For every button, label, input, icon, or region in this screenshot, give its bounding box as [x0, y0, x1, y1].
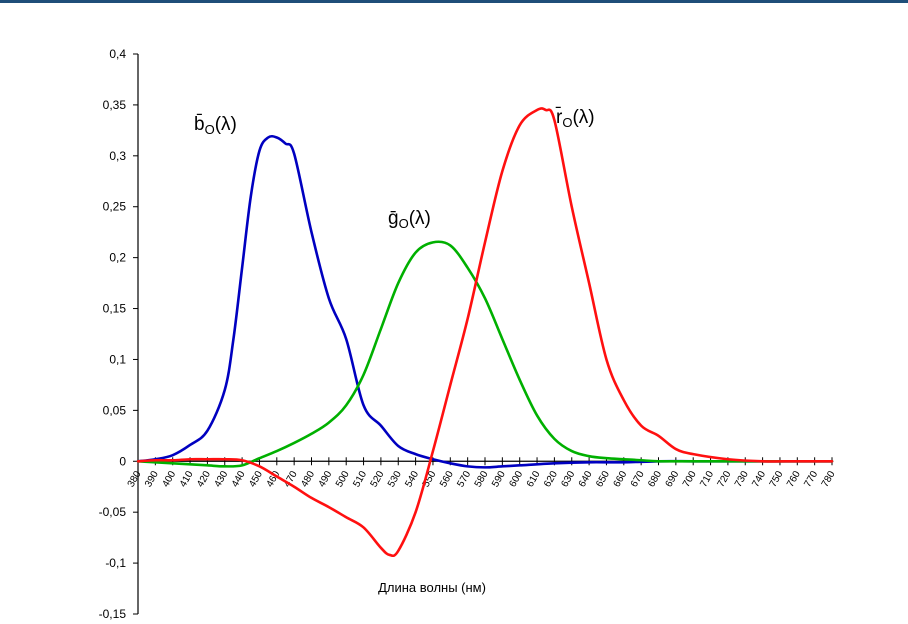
x-tick-label: 390 [143, 469, 161, 489]
x-tick-label: 710 [698, 469, 716, 489]
series-lines [136, 107, 834, 558]
x-axis-title: Длина волны (нм) [378, 580, 486, 595]
x-tick-label: 610 [525, 469, 543, 489]
x-tick-label: 740 [750, 469, 768, 489]
x-tick-label: 750 [768, 469, 786, 489]
x-tick-label: 690 [664, 469, 682, 489]
x-tick-label: 450 [247, 469, 265, 489]
y-tick-label: -0,1 [105, 556, 126, 570]
x-tick-label: 400 [160, 469, 178, 489]
x-tick-label: 780 [820, 469, 838, 489]
x-tick-label: 680 [646, 469, 664, 489]
y-tick-label: 0,35 [103, 98, 127, 112]
red-curve-r-line [136, 107, 834, 558]
x-tick-label: 560 [438, 469, 456, 489]
x-tick-label: 530 [386, 469, 404, 489]
x-tick-label: 760 [785, 469, 803, 489]
x-tick-label: 660 [612, 469, 630, 489]
y-tick-label: 0 [119, 454, 126, 468]
x-tick-label: 420 [195, 469, 213, 489]
x-tick-label: 490 [317, 469, 335, 489]
x-tick-label: 650 [594, 469, 612, 489]
tick-marks [133, 53, 833, 615]
series-label-b: b̄O(λ) [194, 114, 237, 137]
x-tick-label: 620 [542, 469, 560, 489]
y-tick-label: 0,2 [109, 251, 126, 265]
x-tick-label: 700 [681, 469, 699, 489]
y-tick-label: 0,1 [109, 352, 126, 366]
x-tick-label: 410 [178, 469, 196, 489]
axes [137, 54, 832, 614]
green-curve-g-line [136, 240, 834, 468]
x-tick-label: 440 [230, 469, 248, 489]
x-tick-label: 730 [733, 469, 751, 489]
x-tick-label: 600 [507, 469, 525, 489]
x-tick-label: 670 [629, 469, 647, 489]
series-labels: b̄O(λ) ḡO(λ) r̄O(λ) [194, 107, 595, 231]
y-tick-label: 0,4 [109, 47, 126, 61]
x-tick-label: 630 [559, 469, 577, 489]
x-tick-label: 380 [126, 469, 144, 489]
blue-curve-b-line [136, 134, 834, 469]
y-tick-label: 0,25 [103, 200, 127, 214]
x-tick-label: 430 [212, 469, 230, 489]
y-tick-label: -0,05 [99, 505, 127, 519]
x-tick-label: 510 [351, 469, 369, 489]
x-tick-labels: 380 390 400 410 420 430 440 450 460 470 480 490 500 5… [126, 469, 838, 489]
x-tick-label: 580 [473, 469, 491, 489]
x-tick-label: 570 [455, 469, 473, 489]
x-tick-label: 720 [716, 469, 734, 489]
x-tick-label: 540 [403, 469, 421, 489]
y-tick-labels: 0,4 0,35 0,3 0,25 0,2 0,15 0,1 0,05 0 -0,05 -0,1 -0… [99, 47, 127, 621]
y-tick-label: 0,15 [103, 302, 127, 316]
top-rule [0, 0, 908, 3]
x-tick-label: 520 [369, 469, 387, 489]
series-label-g: ḡO(λ) [388, 208, 431, 231]
x-tick-label: 500 [334, 469, 352, 489]
y-tick-label: 0,05 [103, 403, 127, 417]
x-tick-label: 640 [577, 469, 595, 489]
x-tick-label: 590 [490, 469, 508, 489]
y-tick-label: 0,3 [109, 149, 126, 163]
x-tick-label: 480 [299, 469, 317, 489]
y-tick-label: -0,15 [99, 607, 127, 621]
x-tick-label: 770 [802, 469, 820, 489]
series-label-r: r̄O(λ) [555, 107, 594, 130]
